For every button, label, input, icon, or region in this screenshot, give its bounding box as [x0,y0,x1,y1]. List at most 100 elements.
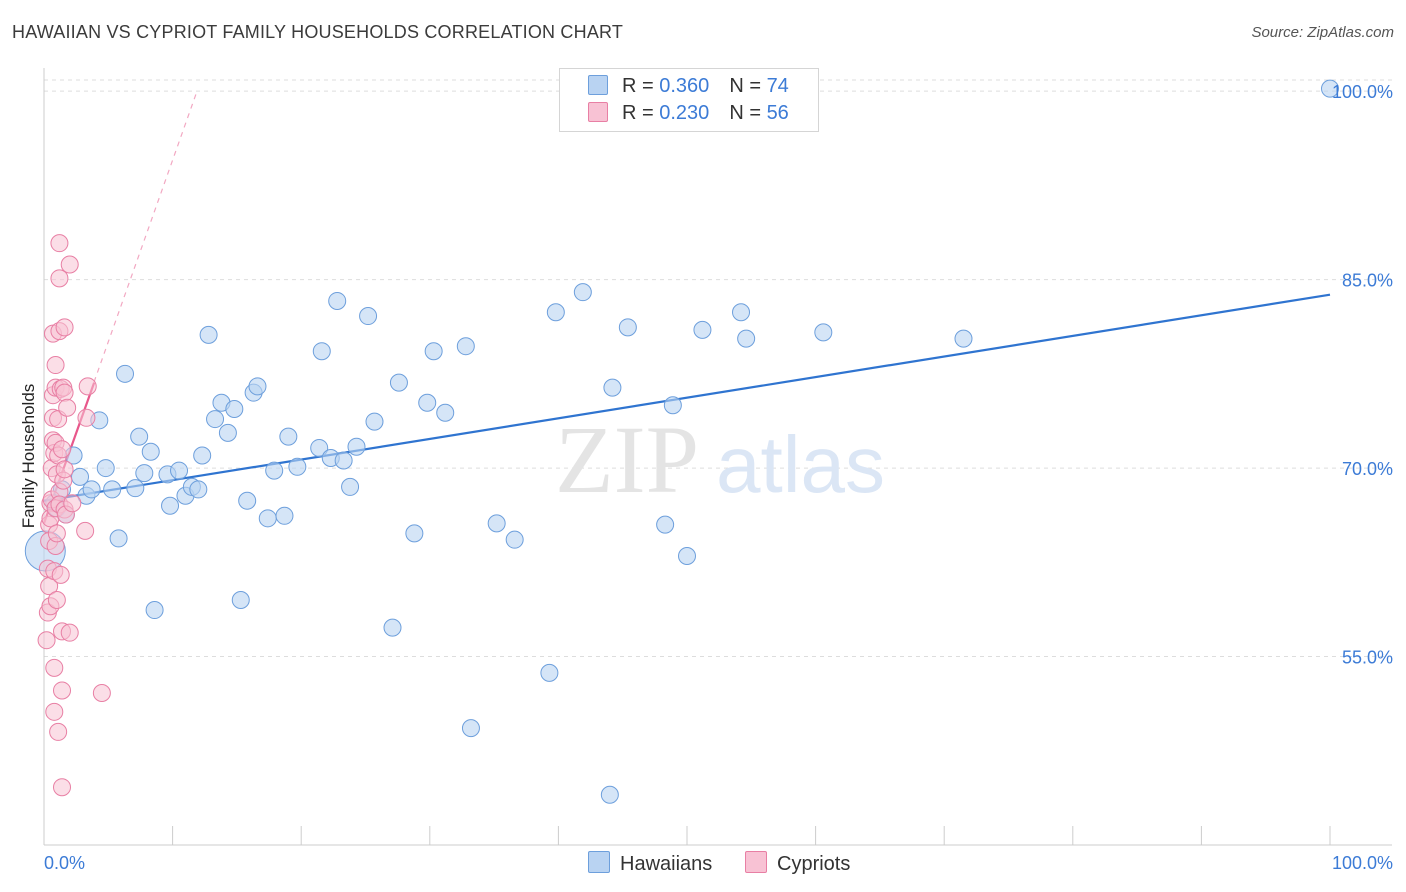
legend-n-value: 74 [766,75,789,97]
y-tick-label: 70.0% [1342,459,1393,479]
cypriots-point [60,255,79,274]
cypriots-point [58,398,77,417]
cypriots-trend-extension [43,90,198,524]
x-tick-label-max: 100.0% [1332,853,1393,873]
cypriots-legend-label: Cypriots [777,853,851,875]
hawaiians-point [231,590,250,609]
y-tick-label: 85.0% [1342,271,1393,291]
legend-n-label: N = [729,75,767,97]
hawaiians-point [456,337,475,356]
hawaiians-point [347,437,366,456]
cypriots-point [76,521,95,540]
hawaiians-point [238,491,257,510]
hawaiians-point [130,427,149,446]
hawaiians-point [383,618,402,637]
cypriots-point [53,681,72,700]
hawaiians-point [365,412,384,431]
x-tick-label-min: 0.0% [44,853,85,873]
hawaiians-point [275,506,294,525]
hawaiians-point [82,480,101,499]
hawaiians-trend-line [43,293,1331,502]
hawaiians-point [678,547,696,566]
cypriots-point [49,722,68,741]
y-tick-label: 55.0% [1342,648,1393,668]
hawaiians-point [193,446,212,465]
hawaiians-point [265,461,284,480]
hawaiians-point [693,320,712,339]
hawaiians-point [71,467,90,486]
cypriots-point [47,524,66,543]
tick-labels: 55.0% 70.0% 85.0% 100.0% 0.0% 100.0% [44,82,1393,873]
hawaiians-point [814,323,833,342]
cypriots-point [53,440,72,459]
hawaiians-point [334,451,353,470]
hawaiians-point [600,785,619,804]
cypriots-point [45,702,64,721]
hawaiians-point [663,396,682,415]
hawaiians-point [424,342,443,361]
hawaiians-point [109,529,128,548]
cypriots-point [55,383,74,402]
cypriots-point [77,408,96,427]
hawaiians-point [954,329,973,348]
legend-r-value: 0.360 [659,75,710,97]
hawaiians-point [145,601,164,620]
hawaiians-point [573,283,592,302]
legend-n-value: 56 [766,102,789,124]
y-axis-label: Family Households [19,384,38,529]
hawaiians-point [505,530,524,549]
cypriots-point [60,623,79,642]
hawaiians-point [170,461,189,480]
axes [43,68,1392,846]
cypriots-point [92,683,111,702]
hawaiians-point [135,464,154,483]
hawaiians-point [103,480,122,499]
hawaiians-point [737,329,756,348]
correlation-legend: R = 0.360 N = 74 R = 0.230 N = 56 [559,68,819,132]
watermark-zip: ZIP [555,406,699,513]
grid-lines [44,79,1392,658]
hawaiians-point [341,477,360,496]
hawaiians-point [405,524,424,543]
cypriots-point [51,565,70,584]
bottom-legend-cypriots: Cypriots [745,851,850,876]
hawaiians-point [96,459,115,478]
bottom-legend-hawaiians: Hawaiians [588,851,712,876]
hawaiians-point [218,423,237,442]
hawaiians-point [126,479,145,498]
cypriots-point [50,269,69,288]
cypriots-point [50,234,69,253]
hawaiians-point [1321,79,1339,98]
hawaiians-point [189,480,208,499]
hawaiians-point [199,325,218,344]
hawaiians-point [546,303,565,322]
cypriots-swatch [588,102,608,122]
cypriots-point [55,318,74,337]
hawaiians-point [312,342,331,361]
hawaiians-point [248,377,267,396]
hawaiians-point [618,318,637,337]
hawaiians-point [540,663,559,682]
hawaiians-point [487,514,506,533]
cypriots-point [53,778,72,797]
legend-n-label: N = [729,102,767,124]
hawaiians-point [359,307,378,326]
hawaiians-point [141,442,160,461]
legend-r-value: 0.230 [659,102,710,124]
data-points [24,79,1339,804]
hawaiians-point [328,291,347,310]
hawaiians-point [389,373,408,392]
hawaiians-point [656,515,675,534]
watermark-atlas: atlas [716,420,885,509]
hawaiians-legend-label: Hawaiians [620,853,713,875]
hawaiians-point [418,393,437,412]
watermark: ZIP atlas [555,406,885,513]
hawaiians-legend-swatch [588,851,610,873]
chart-title: HAWAIIAN VS CYPRIOT FAMILY HOUSEHOLDS CO… [12,22,624,42]
cypriots-point [78,377,97,396]
hawaiians-point [732,303,751,322]
hawaiians-point [116,364,135,383]
hawaiians-point [310,438,329,457]
cypriots-point [46,356,65,375]
